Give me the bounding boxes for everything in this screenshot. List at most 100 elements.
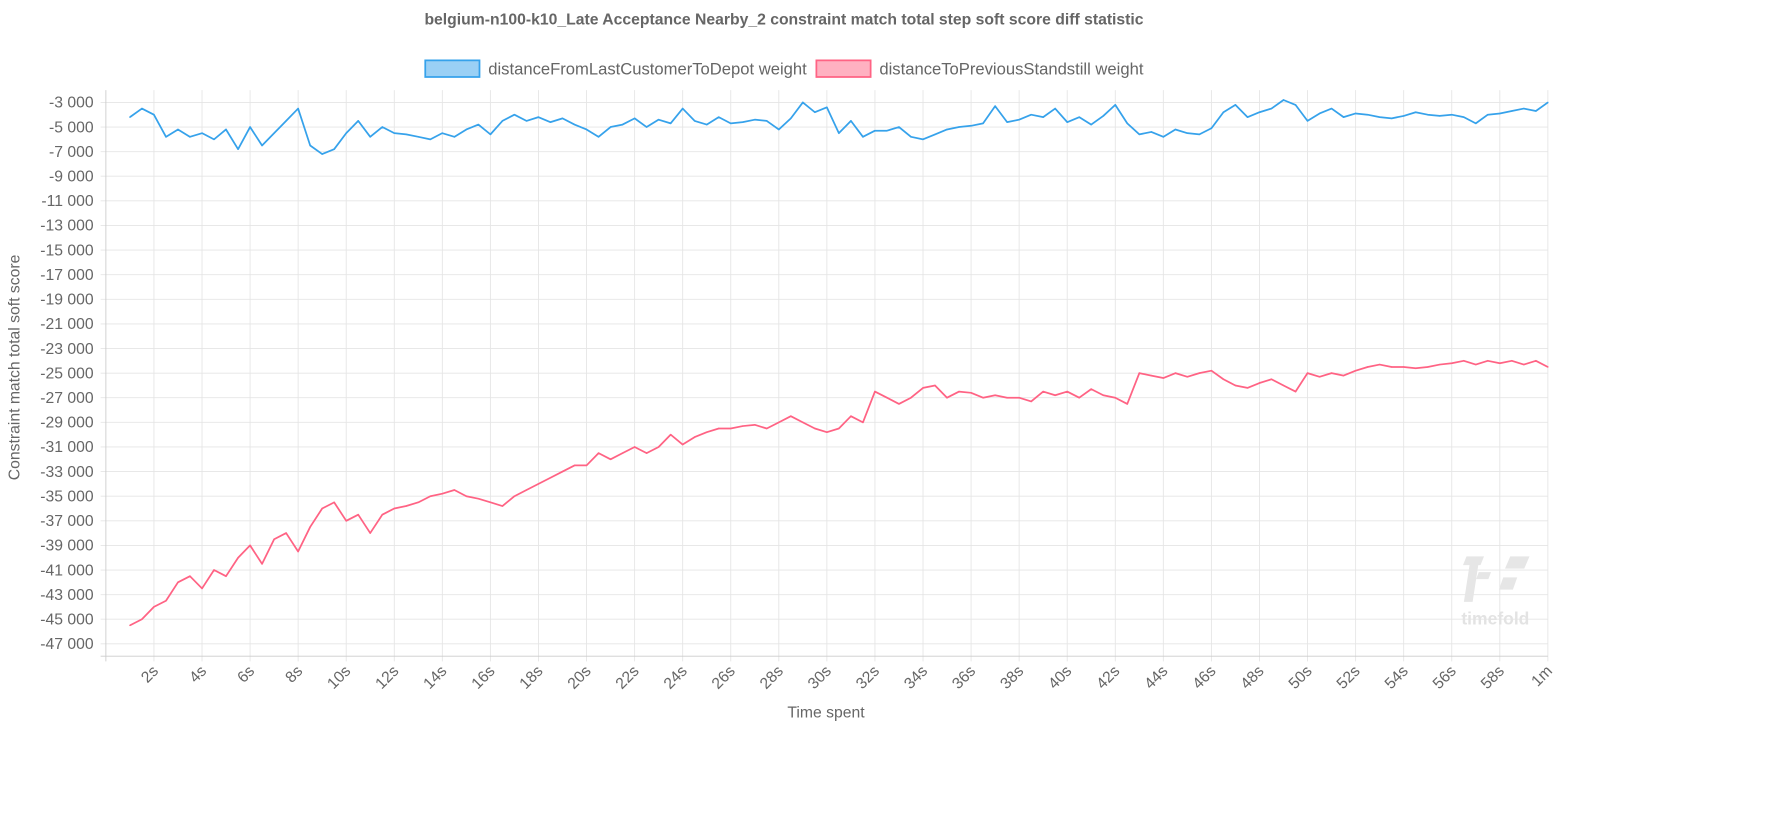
data-point (297, 107, 299, 110)
data-point (1535, 110, 1537, 112)
x-tick-label: 54s (1382, 663, 1412, 693)
data-point (681, 443, 684, 446)
data-point (213, 569, 215, 571)
data-point (1463, 116, 1465, 118)
x-tick-label: 58s (1478, 663, 1508, 693)
x-tick-label: 10s (324, 663, 354, 693)
data-point (1222, 378, 1225, 380)
data-point (465, 128, 468, 131)
data-point (1066, 390, 1068, 393)
data-point (309, 144, 311, 147)
data-point (1126, 122, 1128, 125)
data-point (934, 384, 936, 387)
data-point (1042, 390, 1044, 393)
data-point (1270, 107, 1273, 110)
data-point (537, 483, 540, 485)
data-point (489, 133, 492, 136)
data-point (1414, 367, 1417, 369)
data-point (1162, 136, 1165, 138)
x-tick-label: 52s (1334, 663, 1364, 693)
data-point (1366, 114, 1369, 116)
x-tick-label: 36s (949, 663, 979, 693)
data-point (1102, 394, 1104, 396)
data-point (850, 415, 852, 417)
data-point (1294, 390, 1297, 393)
x-tick-label: 16s (469, 663, 499, 693)
data-point (1270, 378, 1273, 380)
x-tick-label: 20s (565, 663, 595, 693)
data-point (1318, 376, 1321, 378)
data-point (333, 501, 335, 504)
data-point (1138, 133, 1141, 136)
data-point (970, 392, 972, 394)
data-point (1138, 372, 1141, 374)
y-tick-label: -27 000 (40, 390, 94, 407)
data-point (706, 431, 708, 433)
data-point (838, 427, 840, 430)
data-point (129, 116, 131, 118)
axes: -3 000 -5 000 -7 000 -9 000 -11 000 -13 000 -1… (40, 95, 1556, 693)
y-tick-label: -15 000 (40, 242, 94, 259)
data-point (1078, 397, 1080, 399)
data-point (802, 101, 804, 104)
x-tick-label: 32s (853, 663, 883, 693)
data-point (165, 136, 167, 138)
data-point (862, 421, 864, 424)
data-point (513, 114, 516, 116)
data-point (1535, 360, 1537, 362)
data-point (633, 117, 636, 120)
data-point (153, 606, 155, 608)
data-point (1042, 116, 1044, 118)
data-point (1402, 115, 1405, 117)
data-point (441, 132, 444, 134)
data-point (1054, 394, 1056, 396)
y-tick-label: -3 000 (49, 95, 94, 112)
legend-item-1[interactable]: distanceToPreviousStandstill weight (815, 59, 1144, 78)
data-point (465, 495, 468, 497)
data-point (573, 123, 576, 126)
data-point (994, 394, 996, 396)
data-point (357, 513, 359, 516)
data-point (1186, 376, 1189, 378)
data-point (285, 532, 287, 534)
data-point (609, 458, 612, 460)
data-point (922, 138, 924, 141)
grid (100, 90, 1549, 662)
x-tick-label: 28s (757, 663, 787, 693)
data-point (417, 501, 420, 504)
data-point (1018, 118, 1020, 121)
x-tick-label: 56s (1430, 663, 1460, 693)
data-point (177, 581, 179, 584)
x-tick-label: 4s (186, 663, 210, 687)
data-point (1499, 112, 1501, 115)
data-point (501, 505, 504, 507)
data-point (706, 123, 708, 126)
data-point (1126, 403, 1128, 405)
data-point (225, 575, 227, 577)
x-tick-label: 24s (661, 663, 691, 693)
data-point (549, 121, 552, 123)
data-point (982, 122, 984, 125)
chart-title: belgium-n100-k10_Late Acceptance Nearby_… (424, 11, 1143, 28)
data-point (129, 624, 131, 627)
data-point (321, 153, 323, 155)
data-point (405, 505, 407, 507)
data-point (1366, 366, 1369, 368)
x-tick-label: 1m (1528, 663, 1555, 690)
legend-item-0[interactable]: distanceFromLastCustomerToDepot weight (424, 59, 807, 78)
data-point (826, 431, 828, 433)
legend-swatch (424, 59, 481, 78)
data-point (1378, 363, 1381, 366)
data-point (874, 390, 876, 393)
data-point (1174, 372, 1177, 374)
data-point (1330, 107, 1333, 110)
data-point (826, 106, 828, 109)
data-point (585, 464, 588, 467)
data-point (1511, 360, 1513, 362)
data-point (345, 132, 347, 134)
x-tick-label: 50s (1286, 663, 1316, 693)
y-tick-label: -17 000 (40, 267, 94, 284)
data-point (922, 387, 924, 389)
data-point (585, 128, 588, 131)
